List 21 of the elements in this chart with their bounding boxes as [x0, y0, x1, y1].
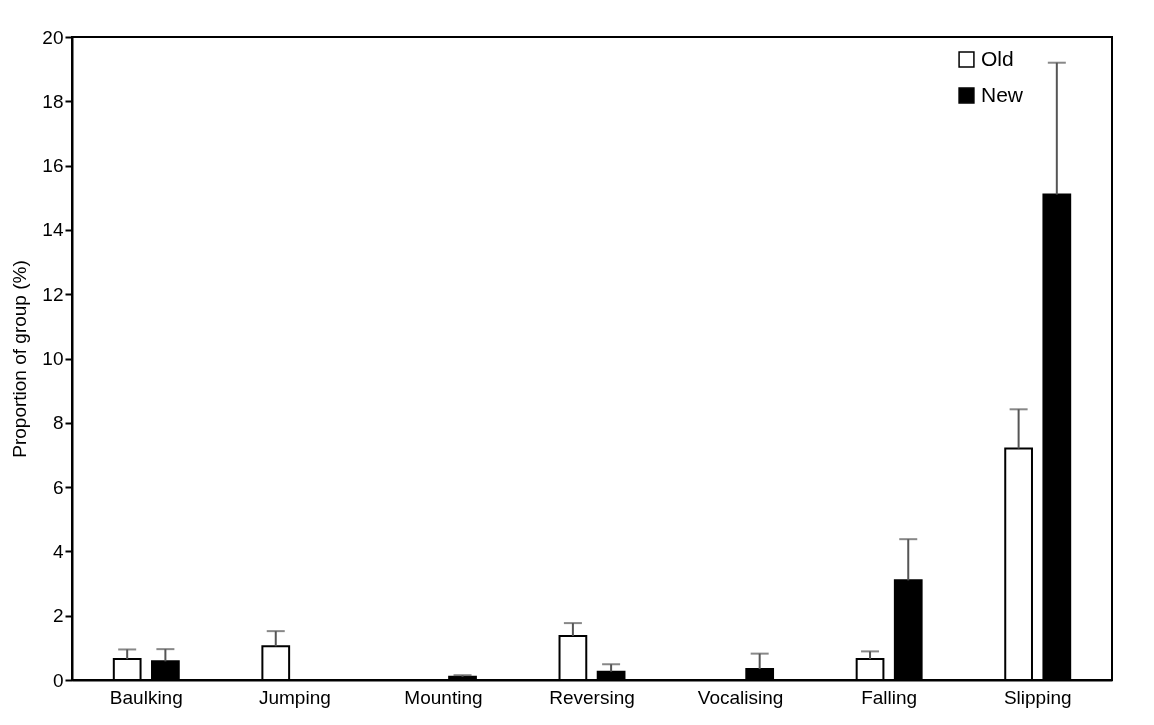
y-tick-label: 10: [42, 348, 64, 369]
y-tick-label: 12: [42, 283, 64, 305]
y-tick-label: 8: [52, 412, 64, 434]
y-tick-label: 0: [52, 669, 64, 691]
y-axis-title: Proportion of group (%): [9, 260, 31, 458]
x-tick-label: Reversing: [549, 686, 635, 708]
x-tick-label: Vocalising: [697, 686, 784, 708]
x-tick-label: Mounting: [404, 686, 483, 708]
legend-label: Old: [981, 46, 1014, 70]
y-tick-label: 16: [42, 155, 64, 177]
y-tick-label: 6: [52, 476, 64, 498]
y-tick-label: 2: [52, 605, 64, 627]
x-tick-label: Jumping: [258, 686, 331, 708]
x-tick-label: Baulking: [109, 686, 183, 708]
y-tick-label: 14: [42, 219, 64, 241]
x-tick-label: Falling: [861, 686, 918, 708]
y-tick-label: 4: [52, 540, 64, 562]
y-tick-label: 20: [42, 26, 64, 48]
y-tick-label: 18: [42, 90, 64, 112]
legend-label: New: [981, 82, 1024, 106]
x-tick-label: Slipping: [1003, 686, 1072, 708]
